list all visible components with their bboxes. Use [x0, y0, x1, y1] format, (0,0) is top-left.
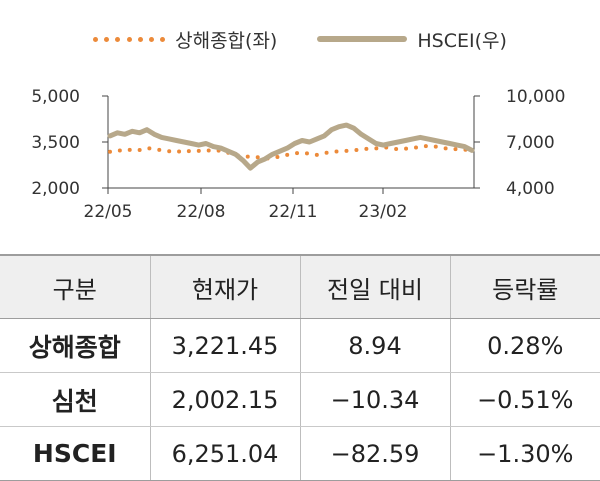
row-change-rate: −1.30%	[449, 426, 600, 481]
x-axis-tick-label: 22/11	[269, 202, 318, 222]
header-category: 구분	[0, 254, 150, 319]
legend-swatch-hscei	[317, 36, 408, 42]
series-line-hscei	[107, 122, 475, 171]
x-axis-tick-label: 22/05	[84, 202, 133, 222]
legend-item-shanghai: 상해종합(좌)	[93, 26, 277, 53]
legend-item-hscei: HSCEI(우)	[317, 26, 507, 53]
line-chart: 2,000 3,500 5,000 4,000 7,000 10,000 22/05 22/0…	[31, 87, 565, 222]
x-axis-tick-label: 23/02	[359, 202, 408, 222]
quote-table: 구분 현재가 전일 대비 등락률 상해종합 3,221.45 8.94 0.28…	[0, 254, 600, 481]
legend-swatch-shanghai	[93, 34, 166, 44]
row-change: −82.59	[299, 426, 450, 481]
row-price: 2,002.15	[149, 372, 300, 427]
legend-label-hscei: HSCEI(우)	[417, 29, 507, 52]
row-change: −10.34	[299, 372, 450, 427]
row-name: 상해종합	[0, 318, 150, 373]
left-axis-tick-label: 3,500	[31, 133, 80, 153]
row-change: 8.94	[299, 318, 450, 373]
row-change-rate: 0.28%	[449, 318, 600, 373]
table-row: 상해종합 3,221.45 8.94 0.28%	[0, 318, 600, 373]
chart-series	[107, 122, 475, 171]
legend-label-shanghai: 상해종합(좌)	[175, 29, 278, 52]
header-change-rate: 등락률	[449, 254, 600, 319]
table-row: 심천 2,002.15 −10.34 −0.51%	[0, 372, 600, 427]
chart-axes: 2,000 3,500 5,000 4,000 7,000 10,000 22/05 22/0…	[31, 87, 565, 222]
row-name: HSCEI	[0, 426, 150, 481]
left-axis-tick-label: 2,000	[31, 179, 80, 199]
header-price: 현재가	[149, 254, 300, 319]
row-price: 3,221.45	[149, 318, 300, 373]
table-row: HSCEI 6,251.04 −82.59 −1.30%	[0, 426, 600, 481]
row-name: 심천	[0, 372, 150, 427]
x-axis-tick-label: 22/08	[177, 202, 226, 222]
row-change-rate: −0.51%	[449, 372, 600, 427]
right-axis-tick-label: 10,000	[506, 87, 565, 107]
right-axis-tick-label: 4,000	[506, 179, 555, 199]
left-axis-tick-label: 5,000	[31, 87, 80, 107]
chart-legend: 상해종합(좌) HSCEI(우)	[0, 22, 600, 56]
right-axis-tick-label: 7,000	[506, 133, 555, 153]
header-change: 전일 대비	[299, 254, 450, 319]
table-header-row: 구분 현재가 전일 대비 등락률	[0, 254, 600, 319]
row-price: 6,251.04	[149, 426, 300, 481]
series-line-shanghai	[108, 143, 474, 161]
